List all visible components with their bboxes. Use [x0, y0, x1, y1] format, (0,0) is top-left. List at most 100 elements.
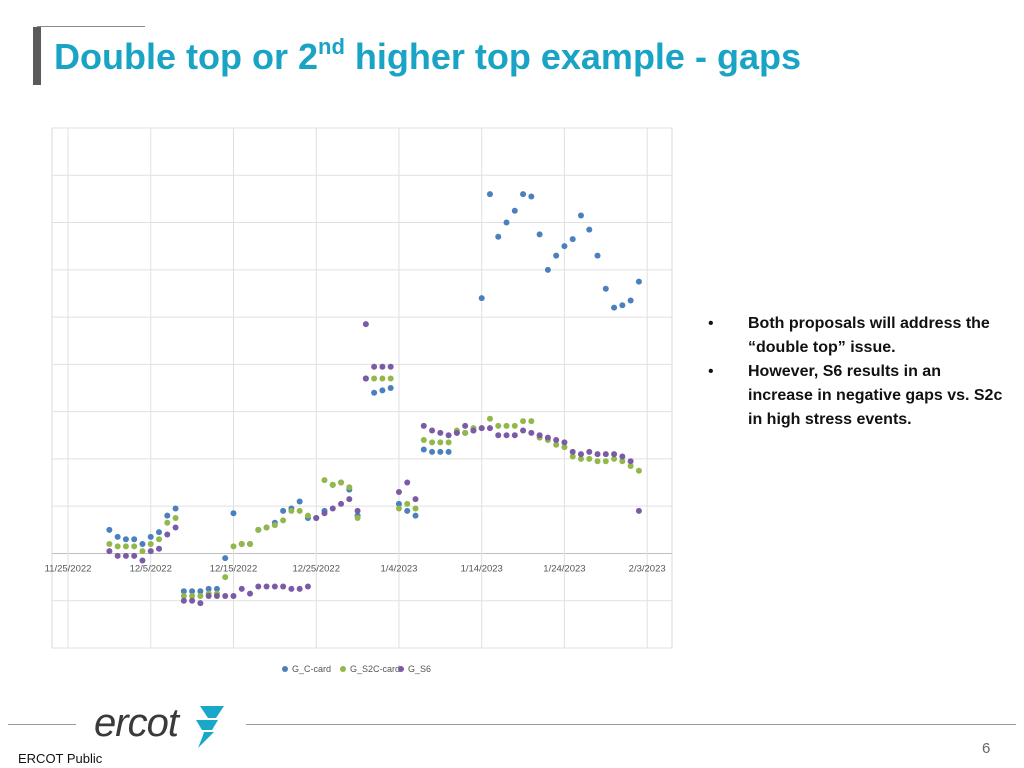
data-point: [611, 304, 618, 311]
title-accent-bar: [33, 27, 41, 85]
x-tick-label: 11/25/2022: [45, 563, 92, 574]
data-point: [619, 302, 626, 309]
legend-marker: [398, 666, 404, 672]
data-point: [139, 557, 146, 564]
data-point: [478, 425, 485, 432]
bullet-item: • Both proposals will address the “doubl…: [708, 312, 1008, 360]
data-point: [288, 585, 295, 592]
data-point: [511, 432, 518, 439]
data-point: [346, 484, 353, 491]
x-tick-label: 1/14/2023: [461, 563, 503, 574]
bullet-list: • Both proposals will address the “doubl…: [708, 312, 1008, 432]
x-tick-label: 12/25/2022: [292, 563, 340, 574]
data-point: [371, 363, 378, 370]
data-point: [271, 522, 278, 529]
data-point: [586, 448, 593, 455]
data-point: [189, 593, 196, 599]
data-point: [379, 363, 386, 370]
title-text-post: higher top example - gaps: [344, 36, 801, 77]
data-point: [486, 415, 493, 422]
data-point: [147, 541, 154, 547]
data-point: [511, 422, 518, 429]
data-point: [437, 439, 444, 446]
data-point: [445, 439, 452, 446]
data-point: [122, 552, 129, 559]
data-point: [412, 512, 419, 519]
data-point: [213, 585, 220, 592]
data-point: [627, 463, 634, 469]
data-point: [222, 574, 229, 581]
data-point: [553, 441, 560, 448]
footer-rule-right: [246, 724, 1016, 725]
data-point: [429, 427, 436, 434]
data-point: [586, 226, 593, 233]
data-point: [569, 236, 576, 243]
data-point: [180, 588, 187, 595]
ercot-logo: ercot: [94, 701, 224, 748]
legend-marker: [282, 666, 288, 672]
data-point: [412, 496, 419, 503]
data-point: [362, 321, 369, 328]
data-point: [164, 519, 171, 526]
data-point: [462, 429, 469, 436]
data-point: [139, 548, 146, 555]
data-point: [437, 448, 444, 455]
data-point: [611, 455, 618, 462]
data-point: [420, 446, 427, 453]
data-point: [445, 432, 452, 439]
page-number: 6: [982, 740, 991, 757]
data-point: [354, 515, 361, 521]
data-point: [147, 533, 154, 540]
plot-area: [51, 127, 673, 649]
data-point: [172, 505, 179, 512]
x-tick-label: 1/24/2023: [543, 563, 585, 574]
title-superscript: nd: [318, 34, 345, 59]
legend-label: G_C-card: [292, 664, 331, 674]
data-point: [139, 541, 146, 547]
data-point: [602, 285, 609, 292]
data-point: [520, 418, 527, 425]
bullet-glyph: •: [708, 363, 714, 380]
data-point: [536, 432, 543, 439]
data-point: [453, 429, 460, 436]
data-point: [561, 444, 568, 451]
data-point: [114, 543, 121, 550]
data-point: [569, 453, 576, 460]
data-point: [635, 507, 642, 514]
data-point: [346, 496, 353, 503]
data-point: [594, 252, 601, 259]
data-point: [156, 536, 163, 543]
data-point: [238, 541, 245, 547]
data-point: [304, 583, 311, 590]
data-point: [379, 375, 386, 382]
data-point: [569, 448, 576, 455]
data-point: [462, 422, 469, 429]
data-point: [131, 552, 138, 559]
data-point: [122, 543, 129, 550]
data-point: [627, 297, 634, 304]
data-point: [577, 212, 584, 219]
data-point: [189, 588, 196, 595]
data-point: [602, 451, 609, 458]
data-point: [611, 451, 618, 458]
logo-mark-icon: [196, 706, 224, 748]
data-point: [354, 507, 361, 514]
data-point: [106, 541, 113, 547]
data-point: [131, 536, 138, 543]
data-point: [619, 453, 626, 460]
data-point: [528, 193, 535, 200]
data-point: [280, 517, 287, 524]
data-point: [478, 295, 485, 302]
data-point: [437, 429, 444, 436]
data-point: [553, 437, 560, 443]
data-point: [520, 427, 527, 434]
data-point: [230, 543, 237, 550]
data-point: [486, 191, 493, 198]
slide-title: Double top or 2nd higher top example - g…: [54, 34, 801, 78]
bullet-text: Both proposals will address the “double …: [748, 315, 990, 356]
data-point: [627, 458, 634, 465]
data-point: [238, 585, 245, 592]
data-point: [197, 593, 204, 599]
data-point: [114, 552, 121, 559]
data-point: [131, 543, 138, 550]
